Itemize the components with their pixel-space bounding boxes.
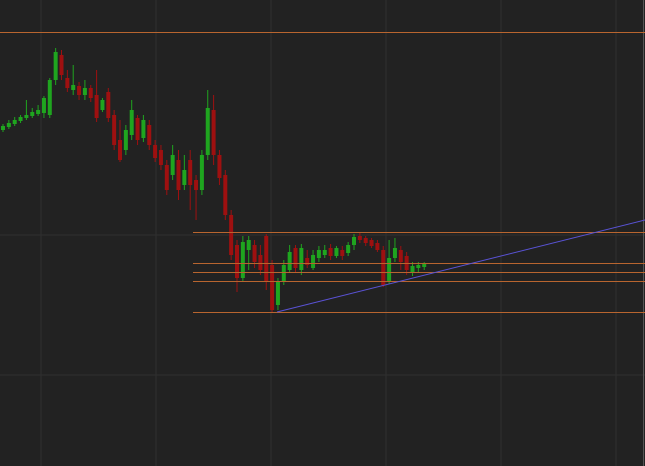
candle-body xyxy=(334,248,339,256)
candle-body xyxy=(346,245,351,253)
candle-body xyxy=(188,160,193,185)
candle-body xyxy=(287,252,292,270)
candle-body xyxy=(53,52,58,80)
candle-body xyxy=(112,115,117,145)
candle-body xyxy=(275,282,280,305)
candle-body xyxy=(246,240,251,250)
candle-body xyxy=(229,215,234,255)
candle-body xyxy=(340,250,345,256)
candle-body xyxy=(410,266,415,273)
candle-body xyxy=(270,265,275,310)
candle-body xyxy=(118,140,122,160)
candle-body xyxy=(205,108,210,155)
candle-body xyxy=(416,265,421,268)
candle-body xyxy=(47,80,52,115)
candle-body xyxy=(223,175,228,215)
candle-body xyxy=(88,88,93,98)
candle-body xyxy=(135,118,140,140)
candle-body xyxy=(258,255,263,270)
candle-body xyxy=(170,155,175,175)
candle-body xyxy=(129,110,134,135)
candle-body xyxy=(123,130,128,150)
candle-body xyxy=(77,86,82,95)
candle-body xyxy=(305,258,310,265)
candle-body xyxy=(141,120,146,138)
candle-body xyxy=(217,155,222,178)
candle-body xyxy=(176,160,181,190)
candle-body xyxy=(59,55,64,75)
candle-body xyxy=(106,92,111,118)
candle-body xyxy=(322,250,327,255)
candle-body xyxy=(100,100,105,110)
candle-body xyxy=(316,250,321,258)
candle-body xyxy=(240,242,245,278)
candle-body xyxy=(211,110,216,155)
candle-body xyxy=(352,237,356,245)
trendline xyxy=(276,219,645,313)
candle-body xyxy=(293,248,298,268)
candle-body xyxy=(387,258,392,282)
candle-body xyxy=(36,110,41,114)
candle-body xyxy=(235,245,239,278)
candle-body xyxy=(153,145,158,158)
candle-body xyxy=(65,78,70,88)
candle-body xyxy=(422,264,427,267)
candle-body xyxy=(299,248,304,270)
candle-body xyxy=(328,248,333,256)
candle-body xyxy=(182,170,187,185)
candle-body xyxy=(158,150,163,165)
candle-body xyxy=(164,165,169,190)
candle-body xyxy=(41,98,46,113)
candle-body xyxy=(398,250,403,262)
candle-body xyxy=(252,245,257,262)
candle-body xyxy=(94,95,99,118)
candle-body xyxy=(369,240,374,246)
candle-body xyxy=(6,123,11,127)
candle-body xyxy=(311,255,316,268)
candle-body xyxy=(12,120,17,124)
candle-body xyxy=(375,243,380,250)
candle-body xyxy=(194,180,199,190)
candle-body xyxy=(363,238,368,243)
candle-body xyxy=(392,248,397,258)
candle-body xyxy=(1,126,5,130)
candle-body xyxy=(24,115,29,118)
candle-body xyxy=(30,112,35,116)
candle-body xyxy=(264,236,269,282)
candle-body xyxy=(357,236,362,240)
candle-body xyxy=(147,125,152,145)
candle-body xyxy=(18,117,23,121)
candle-body xyxy=(71,85,76,90)
candle-body xyxy=(199,155,204,190)
candle-body xyxy=(381,250,386,285)
candle-body xyxy=(281,265,286,282)
candle-body xyxy=(82,88,87,95)
